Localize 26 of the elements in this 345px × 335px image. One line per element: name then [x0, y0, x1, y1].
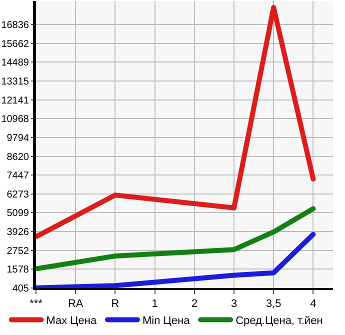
y-tick-label: 9794	[6, 132, 30, 144]
legend-label: Max Цена	[46, 315, 98, 328]
y-tick-label: 8620	[6, 152, 30, 163]
y-tick-label: 15662	[1, 38, 30, 50]
x-tick-label: ***	[30, 298, 44, 310]
x-tick-label: 2	[191, 298, 198, 310]
y-tick-label: 405	[12, 284, 30, 294]
y-tick-label: 10968	[1, 114, 30, 126]
legend-label: Min Цена	[142, 315, 191, 328]
y-tick-label: 2752	[6, 246, 30, 257]
legend-label: Сред.Цена, т.йен	[236, 315, 323, 328]
y-tick-label: 7447	[6, 170, 30, 182]
y-tick-label: 12141	[1, 95, 30, 106]
x-tick-label: 4	[310, 298, 316, 310]
y-tick-label: 5099	[6, 208, 30, 220]
y-tick-label: 1578	[6, 264, 30, 276]
y-tick-label: 14489	[1, 58, 30, 69]
y-tick-label: 3926	[6, 227, 30, 238]
x-tick-label: RA	[68, 298, 84, 310]
x-tick-label: 3,5	[266, 298, 282, 310]
y-tick-label: 16836	[1, 20, 30, 31]
x-tick-label: R	[111, 298, 120, 310]
x-tick-label: 1	[152, 298, 158, 310]
y-tick-label: 13315	[1, 76, 30, 88]
x-tick-label: 3	[230, 298, 238, 310]
y-tick-label: 6273	[6, 189, 30, 200]
